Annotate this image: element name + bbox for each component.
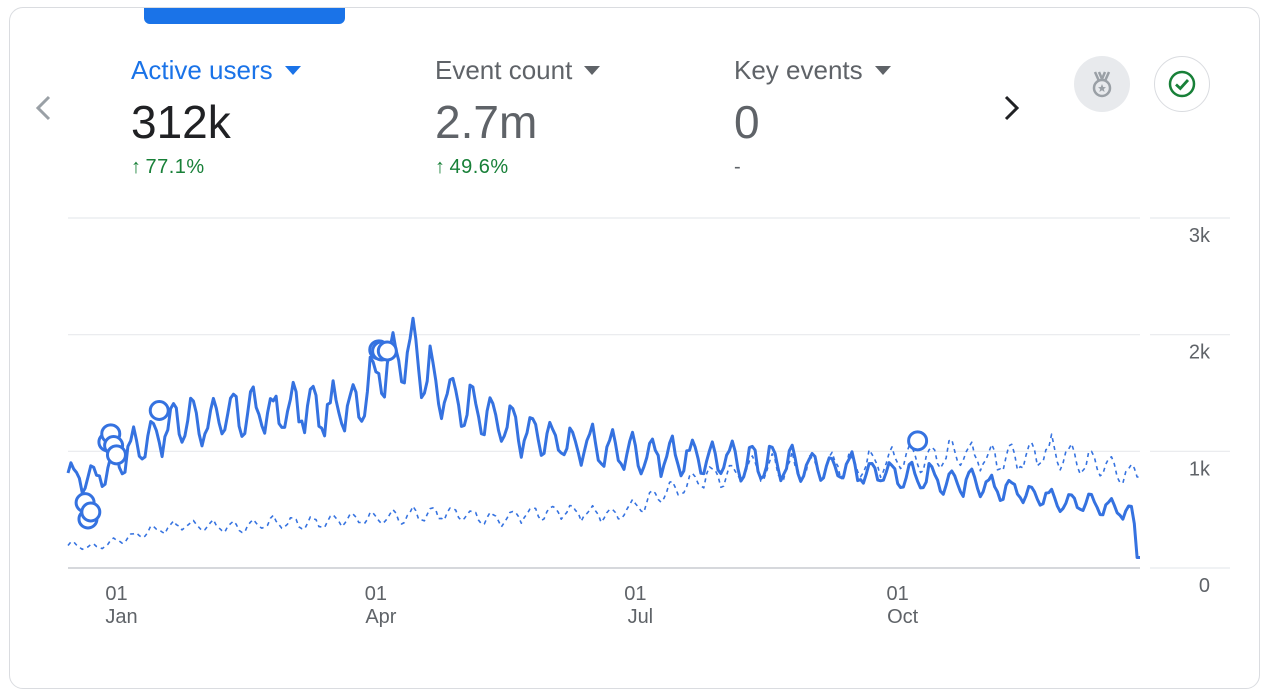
- metric-change: -: [734, 156, 742, 178]
- selected-tab-indicator: [144, 8, 345, 24]
- metrics-card: [9, 7, 1260, 689]
- metric-event-count[interactable]: Event count 2.7m ↑ 49.6%: [435, 55, 601, 179]
- metric-value: 0: [734, 96, 760, 148]
- metric-value: 312k: [131, 96, 231, 148]
- arrow-up-icon: ↑: [131, 156, 142, 178]
- metric-key-events[interactable]: Key events 0 -: [734, 55, 891, 179]
- medal-icon: [1092, 71, 1112, 98]
- annotation-marker[interactable]: [148, 400, 170, 421]
- x-tick-day: 01: [887, 583, 909, 605]
- annotation-marker[interactable]: [907, 430, 929, 452]
- check-circle-icon: [1168, 70, 1196, 98]
- metric-label: Active users: [131, 55, 301, 86]
- metric-change: ↑ 49.6%: [435, 156, 509, 178]
- x-tick-day: 01: [105, 583, 127, 605]
- check-circle-button[interactable]: [1154, 56, 1210, 112]
- arrow-up-icon: ↑: [435, 156, 446, 178]
- caret-down-icon: [874, 65, 891, 75]
- x-tick-month: Jan: [105, 606, 137, 628]
- y-tick-label: 2k: [1189, 342, 1211, 364]
- metric-active-users[interactable]: Active users 312k ↑ 77.1%: [131, 55, 301, 179]
- chevron-left-icon[interactable]: [33, 93, 55, 129]
- x-tick-day: 01: [365, 583, 387, 605]
- insights-button[interactable]: [1074, 56, 1130, 112]
- x-tick-day: 01: [624, 583, 646, 605]
- series-line-previous: [67, 433, 1140, 551]
- x-tick-month: Apr: [365, 606, 396, 628]
- x-tick-month: Oct: [887, 606, 919, 628]
- x-tick-month: Jul: [628, 606, 654, 628]
- annotation-marker[interactable]: [105, 444, 127, 466]
- chevron-right-icon[interactable]: [1000, 93, 1022, 129]
- metric-change: ↑ 77.1%: [131, 156, 205, 178]
- y-tick-label: 1k: [1189, 458, 1211, 480]
- metric-label: Key events: [734, 55, 891, 86]
- series-line-current: [66, 316, 1140, 559]
- annotation-marker[interactable]: [80, 501, 102, 523]
- caret-down-icon: [284, 65, 301, 75]
- metric-label: Event count: [435, 55, 601, 86]
- annotation-marker[interactable]: [376, 340, 398, 362]
- metric-value: 2.7m: [435, 96, 538, 148]
- y-tick-label: 0: [1199, 575, 1210, 597]
- y-tick-label: 3k: [1189, 225, 1211, 247]
- caret-down-icon: [584, 65, 601, 75]
